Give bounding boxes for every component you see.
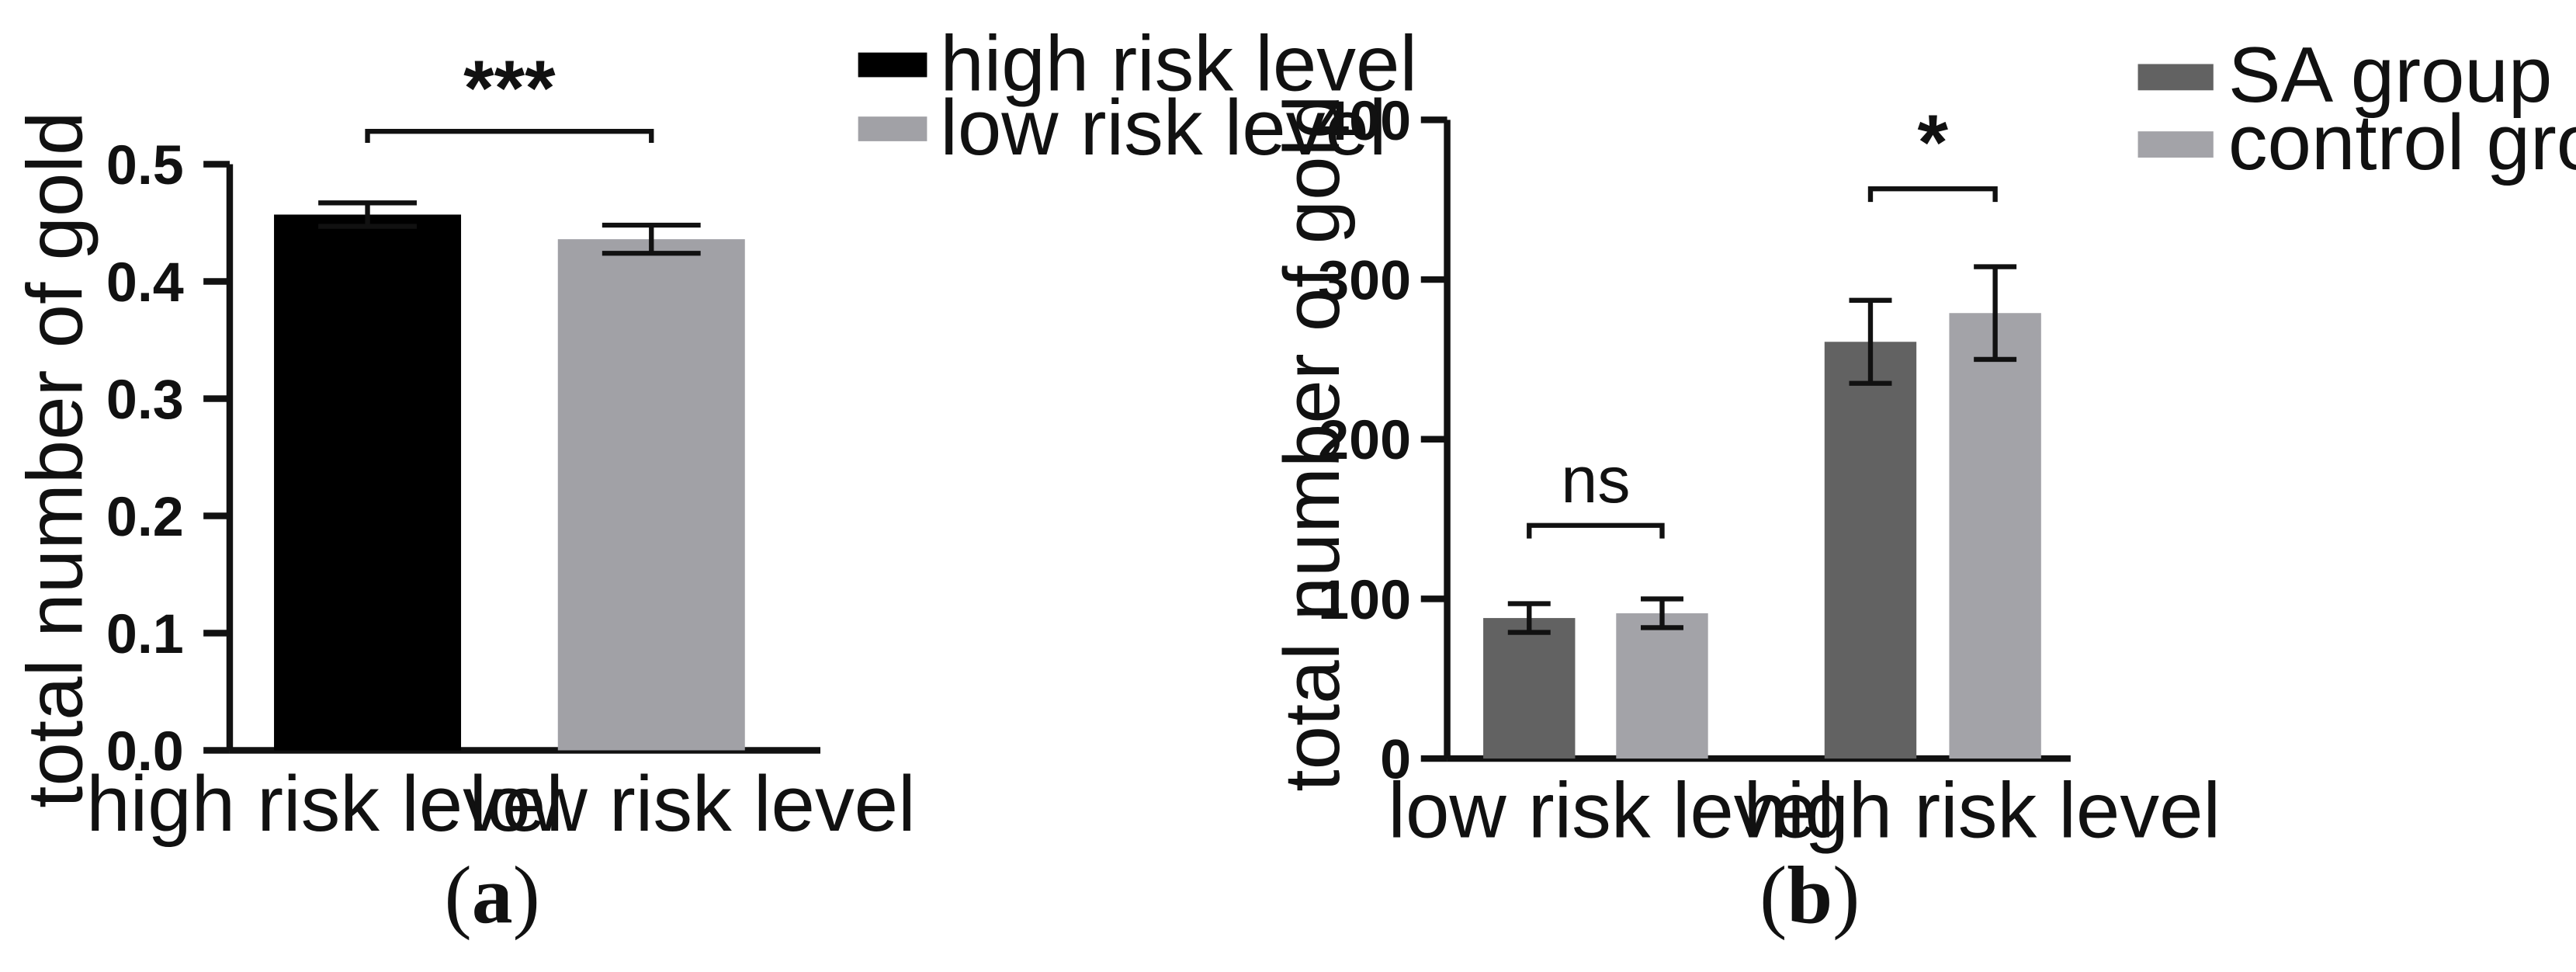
chart-b-x-tick-label: high risk level [1743, 766, 2221, 855]
chart-a-bars [274, 214, 745, 751]
chart-a-x-tick-label: low risk level [470, 759, 916, 848]
chart-a-y-axis-label: total number of gold [11, 112, 99, 808]
chart-b-bar [1949, 313, 2041, 759]
chart-b-significance-label: ns [1561, 443, 1630, 516]
chart-a-y-tick-label: 0.5 [106, 134, 184, 196]
chart-a-y-tick-label: 0.3 [106, 369, 184, 431]
chart-b-x-tick-label: low risk level [1388, 766, 1834, 855]
chart-b-legend-swatch [2137, 64, 2214, 91]
chart-b-legend-label: control group [2228, 98, 2576, 186]
chart-b-y-tick-label: 200 [1318, 409, 1411, 471]
chart-a-y-tick-label: 0.2 [106, 486, 184, 548]
chart-b-significance-bracket [1527, 522, 1665, 539]
chart-a-panel-label: (a) [445, 850, 540, 941]
chart-a-significance-label: *** [463, 43, 556, 132]
chart-b-legend-swatch [2137, 131, 2214, 158]
chart-a-error-bars [318, 200, 701, 256]
chart-a-legend-swatch [858, 52, 927, 78]
chart-a-y-tick-label: 0.0 [106, 720, 184, 783]
chart-a-legend-label: high risk level [940, 19, 1417, 107]
chart-a-significance: *** [365, 43, 654, 143]
chart-a-y-tick-label: 0.4 [106, 252, 184, 314]
chart-b-significance-bracket [1867, 186, 1998, 203]
chart-a-legend-swatch [858, 116, 927, 141]
chart-b-panel-label: (b) [1760, 850, 1860, 941]
chart-b-significance: ns * [1527, 98, 1998, 539]
chart-b-y-tick-label: 400 [1318, 90, 1411, 152]
chart-b-significance-label: * [1918, 98, 1949, 186]
chart-a-legend-label: low risk level [940, 83, 1386, 172]
chart-b-bar [1824, 342, 1917, 759]
chart-a-x-tick-label: high risk level [86, 759, 563, 848]
chart-b-y-axis-label: total number of gold [1267, 95, 1356, 791]
chart-b-bar [1616, 613, 1708, 759]
chart-a-y-tick-label: 0.1 [106, 603, 184, 665]
chart-a-bar [274, 214, 462, 751]
chart-b-error-bars [1507, 264, 2017, 635]
chart-b-y-tick-label: 100 [1318, 569, 1411, 631]
chart-b-legend-label: SA group [2228, 30, 2552, 119]
chart-b-y-tick-label: 300 [1318, 249, 1411, 311]
chart-a-bar [557, 239, 745, 751]
chart-a-significance-bracket [365, 129, 654, 143]
chart-b-y-tick-label: 0 [1380, 728, 1411, 790]
chart-b-bars [1483, 313, 2041, 759]
chart-b-bar [1483, 618, 1576, 759]
